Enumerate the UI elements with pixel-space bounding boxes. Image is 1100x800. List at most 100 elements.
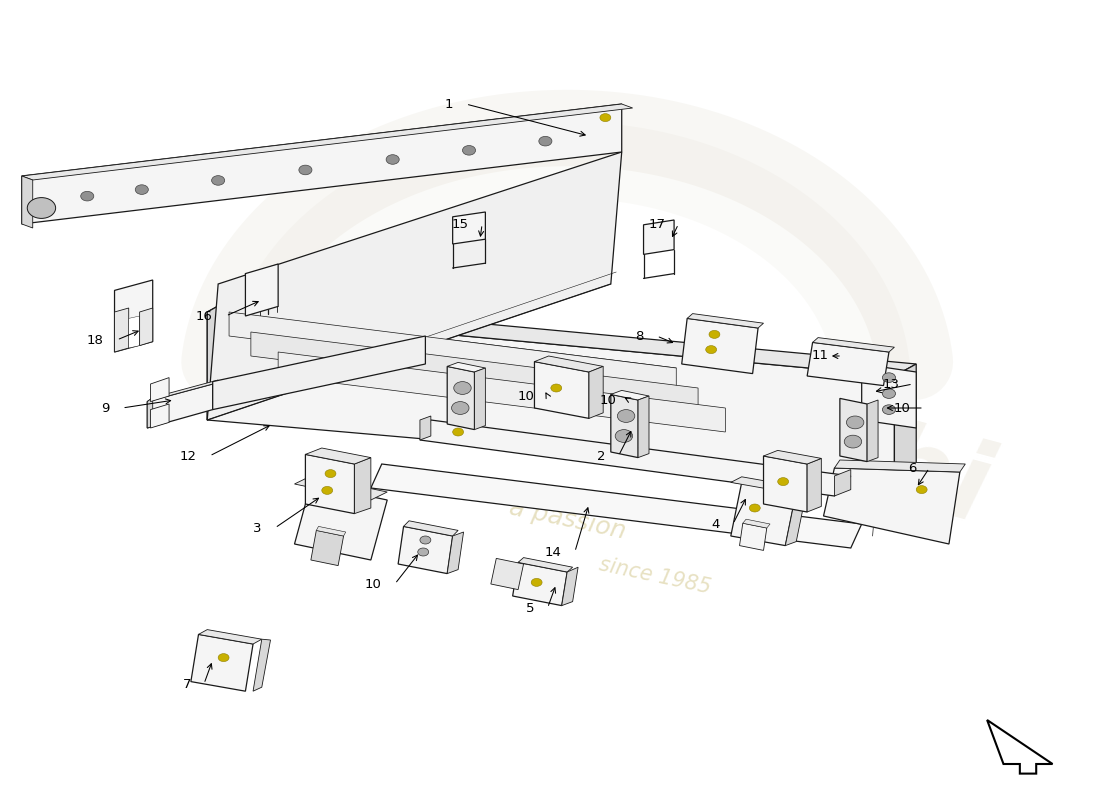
Polygon shape: [518, 558, 573, 572]
Text: 1: 1: [444, 98, 453, 110]
Polygon shape: [114, 280, 153, 352]
Polygon shape: [22, 104, 632, 180]
Text: 5: 5: [526, 602, 535, 614]
Text: since 1985: since 1985: [596, 554, 712, 598]
Polygon shape: [278, 352, 725, 432]
Polygon shape: [682, 318, 758, 374]
Text: 12: 12: [179, 450, 196, 462]
Polygon shape: [824, 468, 960, 544]
Polygon shape: [835, 460, 966, 472]
Polygon shape: [253, 639, 271, 691]
Circle shape: [80, 191, 94, 201]
Text: 10: 10: [365, 578, 382, 590]
Polygon shape: [785, 488, 807, 546]
Polygon shape: [317, 526, 345, 536]
Text: 4: 4: [712, 518, 719, 530]
Polygon shape: [207, 300, 229, 420]
Polygon shape: [535, 356, 603, 372]
Text: 7: 7: [183, 678, 191, 690]
Circle shape: [916, 486, 927, 494]
Polygon shape: [763, 450, 822, 464]
Text: 3: 3: [253, 522, 262, 534]
Circle shape: [749, 504, 760, 512]
Polygon shape: [140, 308, 153, 346]
Circle shape: [420, 536, 431, 544]
Text: 6: 6: [908, 462, 916, 474]
Circle shape: [211, 176, 224, 186]
Text: 11: 11: [812, 350, 829, 362]
Circle shape: [453, 382, 471, 394]
Polygon shape: [147, 398, 153, 428]
Circle shape: [462, 146, 475, 155]
Circle shape: [135, 185, 149, 194]
Circle shape: [28, 198, 56, 218]
Circle shape: [531, 578, 542, 586]
Polygon shape: [22, 104, 621, 224]
Polygon shape: [644, 220, 674, 254]
Polygon shape: [688, 314, 763, 328]
Text: 9: 9: [101, 402, 109, 414]
Polygon shape: [861, 364, 916, 428]
Polygon shape: [191, 634, 253, 691]
Circle shape: [710, 330, 719, 338]
Circle shape: [218, 654, 229, 662]
Circle shape: [844, 435, 861, 448]
Circle shape: [324, 470, 336, 478]
Polygon shape: [474, 368, 485, 430]
Circle shape: [778, 478, 789, 486]
Circle shape: [617, 410, 635, 422]
Text: 17: 17: [648, 218, 666, 230]
Circle shape: [882, 389, 895, 398]
Polygon shape: [562, 567, 579, 606]
Polygon shape: [22, 176, 33, 228]
Polygon shape: [398, 526, 453, 574]
Polygon shape: [420, 416, 431, 440]
Text: 10: 10: [894, 402, 911, 414]
Text: 18: 18: [87, 334, 103, 346]
Polygon shape: [610, 394, 638, 458]
Polygon shape: [739, 523, 767, 550]
Circle shape: [600, 114, 610, 122]
Text: autoricambi: autoricambi: [265, 254, 1000, 546]
Circle shape: [539, 136, 552, 146]
Polygon shape: [404, 521, 458, 536]
Circle shape: [453, 428, 463, 436]
Polygon shape: [588, 366, 603, 418]
Polygon shape: [295, 476, 387, 500]
Text: 13: 13: [883, 378, 900, 390]
Circle shape: [322, 486, 332, 494]
Polygon shape: [306, 448, 371, 464]
Circle shape: [551, 384, 562, 392]
Circle shape: [615, 430, 632, 442]
Polygon shape: [147, 380, 218, 402]
Text: 15: 15: [452, 218, 469, 230]
Text: 2: 2: [597, 450, 605, 462]
Polygon shape: [867, 400, 878, 462]
Polygon shape: [730, 482, 796, 546]
Polygon shape: [491, 558, 524, 590]
Circle shape: [882, 373, 895, 382]
Polygon shape: [535, 362, 589, 418]
Polygon shape: [311, 530, 343, 566]
Polygon shape: [513, 562, 568, 606]
Polygon shape: [448, 362, 485, 372]
Polygon shape: [151, 404, 169, 428]
Polygon shape: [198, 630, 262, 644]
Circle shape: [846, 416, 864, 429]
Polygon shape: [245, 264, 278, 316]
Polygon shape: [840, 398, 867, 462]
Text: a passion: a passion: [507, 496, 628, 544]
Polygon shape: [638, 396, 649, 458]
Polygon shape: [295, 484, 387, 560]
Polygon shape: [229, 312, 676, 392]
Polygon shape: [207, 300, 916, 376]
Polygon shape: [835, 470, 850, 496]
Polygon shape: [212, 336, 426, 410]
Circle shape: [706, 346, 716, 354]
Polygon shape: [807, 458, 822, 512]
Polygon shape: [371, 464, 861, 548]
Polygon shape: [987, 720, 1053, 774]
Polygon shape: [251, 332, 698, 412]
Polygon shape: [813, 338, 894, 352]
Polygon shape: [129, 316, 140, 348]
